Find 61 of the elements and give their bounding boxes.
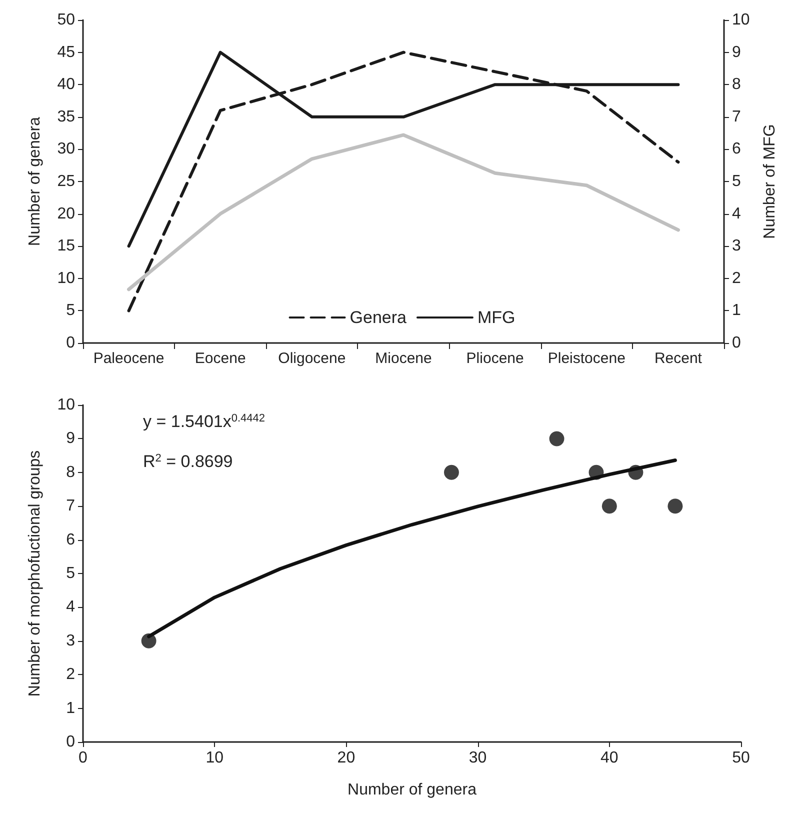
x-axis-title: Number of genera [348,782,477,798]
point [668,498,683,514]
y-axis-title: Number of morphofuctional groups [26,450,44,697]
legend-label: MFG [477,308,516,327]
y2-tick-label: 3 [732,238,741,255]
y2-tick-label: 1 [732,302,741,320]
x-tick-label: Pliocene [466,350,524,367]
y2-axis-title: Number of MFG [762,124,778,239]
y-tick-label: 0 [66,334,76,352]
y-tick-label: 30 [57,140,76,158]
y-tick-label: 40 [57,76,76,94]
point [444,464,459,480]
y-tick-label: 9 [66,430,76,448]
x-tick-label: Oligocene [278,350,346,367]
x-tick-label: 0 [78,750,88,766]
point [549,431,564,446]
x-tick-label: Paleocene [93,350,164,367]
y-tick-label: 5 [66,302,76,320]
x-tick-label: 40 [600,750,618,766]
y2-tick-label: 2 [732,270,741,287]
x-tick-label: 20 [337,750,356,766]
y-tick-label: 4 [66,598,76,616]
x-tick-label: 10 [206,750,224,766]
point [628,464,644,480]
point [141,633,156,648]
x-tick-label: 50 [732,750,750,766]
y2-tick-label: 4 [732,205,741,222]
x-tick-label: Eocene [194,350,246,367]
y2-tick-label: 6 [732,140,741,158]
x-tick-label: Recent [654,350,703,367]
y2-tick-label: 9 [732,44,741,61]
legend-label: Genera [350,308,408,327]
point [588,464,604,480]
point [602,498,617,514]
y2-tick-label: 8 [732,76,741,94]
y-axis-title: Number of genera [26,116,44,246]
y-tick-label: 6 [66,531,76,548]
line-series [127,133,680,292]
y-tick-label: 2 [66,666,76,684]
y-tick-label: 10 [57,270,76,287]
y-tick-label: 8 [66,464,76,481]
x-tick-label: Miocene [375,350,432,367]
x-tick-label: Pleistocene [548,350,626,367]
y-tick-label: 50 [57,12,76,28]
y2-tick-label: 0 [732,334,741,352]
y2-tick-label: 7 [732,108,741,126]
line-series [127,50,680,312]
y2-tick-label: 10 [732,12,750,28]
y-tick-label: 10 [57,396,76,414]
y-tick-label: 20 [57,205,76,222]
x-tick-label: 30 [468,750,487,766]
y-tick-label: 1 [66,700,76,717]
y-tick-label: 45 [57,44,76,61]
y-tick-label: 3 [66,632,76,650]
y-tick-label: 25 [57,173,76,190]
y-tick-label: 0 [66,734,76,750]
y-tick-label: 5 [66,565,76,582]
y-tick-label: 15 [57,238,76,255]
y2-tick-label: 5 [732,173,741,190]
y-tick-label: 7 [66,498,76,515]
y-tick-label: 35 [57,108,76,126]
